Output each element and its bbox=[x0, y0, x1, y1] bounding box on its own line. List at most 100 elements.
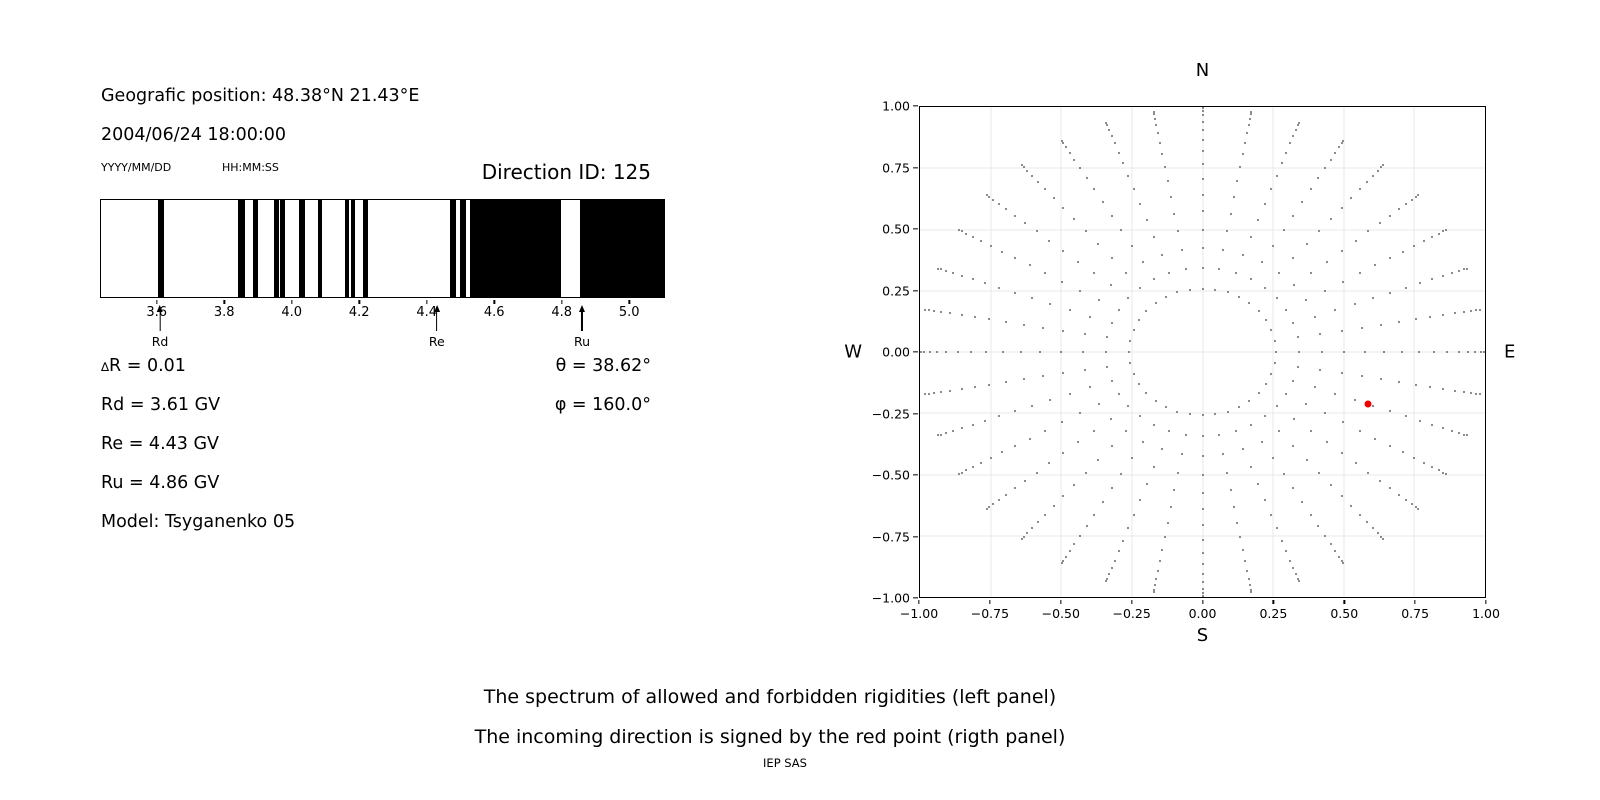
direction-grid-dot bbox=[1272, 457, 1275, 460]
direction-grid-dot bbox=[1166, 521, 1169, 524]
direction-grid-dot bbox=[1446, 351, 1449, 353]
direction-grid-dot bbox=[1442, 471, 1445, 474]
direction-grid-dot bbox=[1229, 212, 1232, 215]
direction-grid-dot bbox=[1093, 272, 1096, 275]
direction-x-tick-label: −0.25 bbox=[1112, 606, 1151, 621]
direction-grid-dot bbox=[1242, 448, 1245, 451]
forbidden-band bbox=[469, 200, 562, 297]
direction-grid-dot bbox=[1275, 297, 1278, 300]
direction-grid-dot bbox=[1110, 567, 1113, 570]
direction-grid-dot bbox=[1457, 351, 1460, 353]
direction-grid-dot bbox=[1374, 437, 1377, 440]
direction-grid-dot bbox=[1342, 562, 1345, 565]
direction-grid-dot bbox=[1275, 527, 1278, 530]
direction-grid-dot bbox=[1329, 483, 1332, 486]
datetime-text: 2004/06/24 18:00:00 bbox=[101, 125, 287, 145]
direction-grid-dot bbox=[937, 434, 940, 437]
direction-grid-dot bbox=[1161, 548, 1164, 551]
direction-grid-dot bbox=[1110, 444, 1113, 447]
direction-grid-dot bbox=[1236, 521, 1239, 524]
direction-x-tick-label: 0.25 bbox=[1259, 606, 1288, 621]
direction-grid-dot bbox=[1222, 249, 1225, 252]
direction-grid-dot bbox=[1437, 232, 1440, 235]
direction-grid-dot bbox=[1361, 326, 1364, 329]
direction-grid-dot bbox=[1133, 513, 1136, 516]
direction-grid-dot bbox=[1366, 180, 1369, 183]
direction-y-tick bbox=[913, 474, 918, 476]
forbidden-band bbox=[253, 200, 259, 297]
direction-grid-dot bbox=[1001, 451, 1004, 454]
grid-line-horizontal bbox=[920, 535, 1485, 537]
direction-grid-dot bbox=[1380, 378, 1383, 381]
direction-grid-dot bbox=[1236, 180, 1239, 183]
direction-grid-dot bbox=[971, 235, 974, 238]
direction-grid-dot bbox=[1201, 128, 1204, 131]
direction-y-tick-label: −0.50 bbox=[871, 467, 910, 483]
direction-grid-dot bbox=[1157, 569, 1160, 572]
direction-grid-dot bbox=[1022, 535, 1025, 538]
direction-grid-dot bbox=[1184, 268, 1187, 271]
direction-grid-dot bbox=[1247, 577, 1250, 580]
direction-grid-dot bbox=[1462, 433, 1465, 436]
direction-grid-dot bbox=[1201, 581, 1204, 584]
direction-grid-dot bbox=[1062, 372, 1065, 375]
direction-grid-dot bbox=[965, 232, 968, 235]
direction-grid-dot bbox=[1414, 318, 1417, 321]
direction-grid-dot bbox=[1166, 180, 1169, 183]
direction-grid-dot bbox=[1044, 272, 1047, 275]
direction-grid-dot bbox=[1005, 493, 1008, 496]
direction-grid-dot bbox=[1024, 221, 1027, 224]
direction-grid-dot bbox=[1297, 121, 1300, 124]
cardinal-south-label: S bbox=[1196, 625, 1209, 646]
direction-grid-dot bbox=[1445, 473, 1448, 476]
direction-grid-dot bbox=[1404, 498, 1407, 501]
direction-grid-dot bbox=[952, 272, 955, 275]
direction-grid-dot bbox=[1376, 532, 1379, 535]
direction-grid-dot bbox=[1226, 471, 1229, 474]
direction-grid-dot bbox=[1068, 392, 1071, 395]
direction-grid-dot bbox=[1334, 309, 1337, 312]
direction-grid-dot bbox=[1462, 268, 1465, 271]
direction-grid-dot bbox=[1153, 466, 1156, 469]
direction-grid-dot bbox=[1367, 230, 1370, 233]
direction-grid-dot bbox=[1173, 212, 1176, 215]
direction-grid-dot bbox=[1127, 174, 1130, 177]
direction-y-tick-label: −1.00 bbox=[871, 590, 910, 606]
direction-grid-dot bbox=[1243, 559, 1246, 562]
direction-grid-dot bbox=[1470, 309, 1473, 312]
direction-grid-dot bbox=[1334, 392, 1337, 395]
re-text: Re = 4.43 GV bbox=[101, 434, 219, 454]
direction-grid-dot bbox=[1106, 365, 1109, 368]
direction-grid-dot bbox=[949, 389, 952, 392]
direction-grid-dot bbox=[923, 351, 926, 353]
direction-grid-dot bbox=[1132, 372, 1135, 375]
direction-grid-dot bbox=[1068, 151, 1071, 154]
direction-grid-dot bbox=[1062, 207, 1065, 210]
direction-grid-dot bbox=[940, 268, 943, 271]
direction-grid-dot bbox=[1130, 244, 1133, 247]
direction-grid-dot bbox=[960, 275, 963, 278]
direction-grid-dot bbox=[1153, 235, 1156, 238]
direction-grid-dot bbox=[1263, 286, 1266, 289]
direction-grid-dot bbox=[1398, 381, 1401, 384]
direction-grid-dot bbox=[1414, 195, 1417, 198]
direction-grid-dot bbox=[1122, 162, 1125, 165]
spectrum-x-tick bbox=[426, 299, 428, 304]
arrow-shaft bbox=[436, 312, 438, 331]
cardinal-east-label: E bbox=[1504, 341, 1516, 363]
direction-grid-dot bbox=[1249, 588, 1252, 591]
direction-grid-dot bbox=[1030, 527, 1033, 530]
forbidden-band bbox=[317, 200, 323, 297]
direction-grid-dot bbox=[998, 415, 1001, 418]
direction-grid-dot bbox=[1028, 264, 1031, 267]
direction-grid-dot bbox=[1453, 389, 1456, 392]
direction-grid-dot bbox=[1334, 550, 1337, 553]
forbidden-band bbox=[350, 200, 356, 297]
direction-grid-dot bbox=[1325, 260, 1328, 263]
direction-grid-dot bbox=[1478, 393, 1481, 396]
spectrum-x-tick-label: 5.0 bbox=[618, 305, 640, 320]
direction-grid-dot bbox=[1249, 278, 1252, 281]
direction-grid-dot bbox=[1188, 413, 1191, 416]
direction-grid-dot bbox=[940, 311, 943, 314]
direction-grid-dot bbox=[973, 385, 976, 388]
